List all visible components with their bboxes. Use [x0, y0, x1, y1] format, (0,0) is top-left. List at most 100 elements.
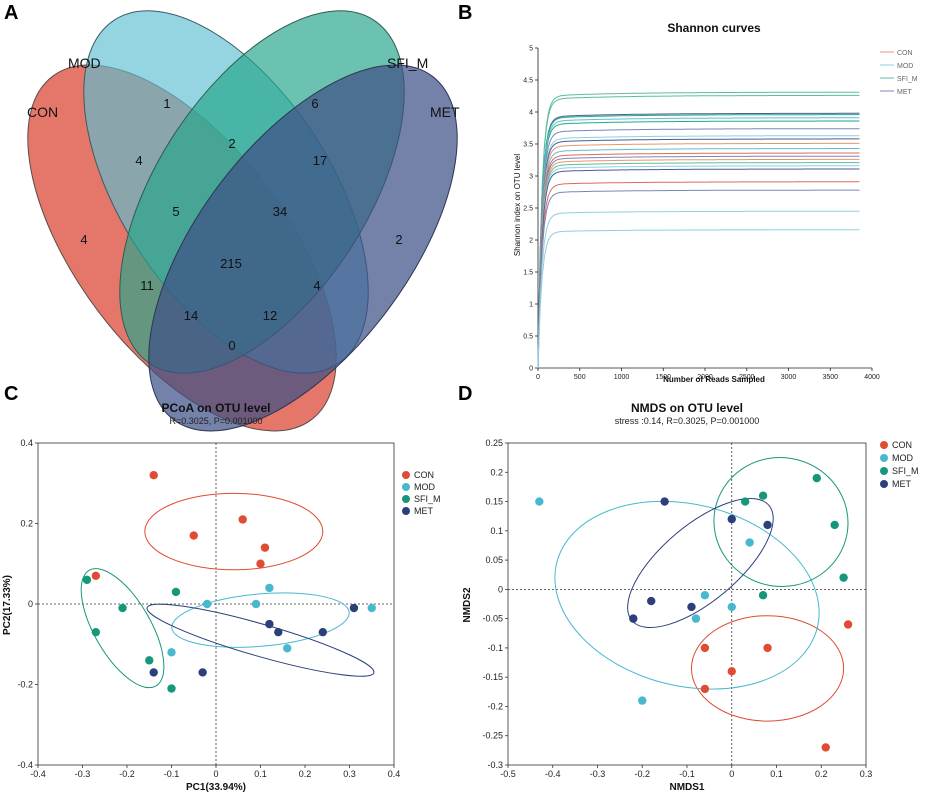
venn-count-con-sfi: 11	[140, 278, 154, 293]
nmds-x-tick-label: -0.2	[634, 769, 650, 779]
nmds-point-met	[763, 520, 772, 530]
venn-count-mod-met: 4	[313, 278, 320, 293]
pcoa-point-mod	[251, 599, 261, 609]
pcoa-points	[82, 471, 376, 693]
shannon-curve-sfi-m	[537, 94, 860, 369]
nmds-x-axis-title: NMDS1	[669, 782, 704, 793]
venn-name-met: MET	[430, 104, 460, 120]
pcoa-ellipse-sfi-m	[80, 568, 165, 689]
venn-name-mod: MOD	[68, 55, 101, 71]
pcoa-legend-dot-sfi-m	[402, 495, 410, 503]
shannon-curve-met	[537, 189, 860, 369]
venn-count-mod-only: 1	[163, 96, 170, 111]
pcoa-x-tick-label: 0.1	[254, 769, 267, 779]
shannon-title: Shannon curves	[667, 21, 761, 35]
pcoa-point-sfi-m	[91, 627, 101, 637]
nmds-y-tick-label: -0.2	[487, 701, 503, 711]
nmds-point-sfi-m	[740, 497, 750, 506]
venn-count-con-met: 0	[228, 338, 235, 353]
shannon-curve-met	[537, 138, 860, 369]
shannon-curve-mod	[537, 148, 860, 369]
pcoa-y-axis-title: PC2(17.33%)	[2, 575, 13, 635]
shannon-y-tick-label: 4.5	[523, 78, 533, 85]
shannon-x-axis-title: Number of Reads Sampled	[663, 375, 765, 384]
pcoa-point-sfi-m	[118, 603, 127, 613]
venn-set-met	[148, 64, 458, 432]
nmds-y-tick-label: -0.05	[482, 614, 503, 624]
nmds-title: NMDS on OTU level	[631, 401, 743, 415]
nmds-y-tick-label: -0.3	[487, 760, 503, 770]
pcoa-x-tick-label: -0.1	[164, 769, 180, 779]
nmds-axes: -0.5 -0.4 -0.3 -0.2 -0.1 0 0.1 0.2 0.3 -0.3 -0.25 -…	[482, 438, 872, 779]
shannon-x-tick-label: 4000	[864, 374, 880, 381]
nmds-point-con	[700, 684, 710, 694]
shannon-curve-mod	[537, 135, 860, 369]
panel-b-shannon: Shannon curves 0 0.5 1 1.5 2 2.5 3 3.5 4 4.5 5 0 500…	[513, 21, 918, 384]
shannon-legend-con: CON	[897, 50, 913, 57]
pcoa-point-met	[198, 668, 207, 677]
nmds-point-con	[843, 620, 853, 629]
panel-d-nmds: NMDS on OTU level stress :0.14, R=0.3025…	[462, 401, 919, 793]
pcoa-legend-met: MET	[414, 506, 434, 516]
pcoa-point-sfi-m	[167, 684, 176, 693]
pcoa-point-con	[256, 559, 265, 568]
nmds-y-tick-label: -0.1	[487, 643, 503, 653]
shannon-x-tick-label: 1500	[655, 374, 671, 381]
shannon-y-tick-label: 2.5	[523, 206, 533, 213]
venn-count-sfi-met: 17	[313, 153, 327, 168]
shannon-y-tick-label: 2	[529, 238, 533, 245]
pcoa-ellipse-con	[144, 492, 324, 571]
venn-count-con-only: 4	[80, 232, 87, 247]
pcoa-x-tick-label: 0	[213, 769, 218, 779]
nmds-point-sfi-m	[830, 520, 839, 530]
nmds-point-met	[629, 614, 638, 623]
pcoa-y-tick-label: 0	[28, 599, 33, 609]
pcoa-legend-dot-mod	[402, 483, 410, 491]
shannon-x-tick-label: 2500	[739, 374, 755, 381]
pcoa-point-mod	[167, 648, 176, 657]
pcoa-point-sfi-m	[82, 575, 92, 585]
shannon-curve-mod	[537, 229, 860, 369]
pcoa-point-mod	[367, 603, 376, 613]
pcoa-y-tick-label: -0.4	[17, 760, 33, 770]
pcoa-x-tick-label: -0.2	[119, 769, 135, 779]
nmds-x-tick-label: -0.4	[545, 769, 561, 779]
shannon-y-tick-label: 1	[529, 302, 533, 309]
pcoa-point-met	[265, 619, 274, 629]
nmds-point-mod	[691, 614, 701, 623]
pcoa-title: PCoA on OTU level	[162, 401, 271, 415]
pcoa-point-mod	[202, 599, 212, 609]
shannon-x-tick-label: 3500	[822, 374, 838, 381]
nmds-y-tick-label: 0.05	[485, 555, 503, 565]
nmds-x-tick-label: 0	[729, 769, 734, 779]
nmds-x-tick-label: -0.3	[590, 769, 606, 779]
shannon-curve-met	[537, 112, 860, 369]
nmds-x-tick-label: -0.1	[679, 769, 695, 779]
nmds-point-met	[727, 514, 736, 524]
shannon-x-tick-label: 3000	[781, 374, 797, 381]
pcoa-legend-con: CON	[414, 470, 434, 480]
nmds-point-con	[821, 743, 830, 752]
shannon-legend-met: MET	[897, 89, 913, 96]
shannon-curve-sfi-m	[537, 120, 860, 369]
nmds-ellipses	[554, 457, 849, 722]
nmds-y-axis-title: NMDS2	[462, 587, 473, 622]
venn-count-con-mod: 4	[135, 153, 142, 168]
panel-c-pcoa: PCoA on OTU level R=0.3025, P=0.001000 -…	[2, 401, 441, 793]
venn-count-con-sfi-met: 14	[184, 308, 198, 323]
nmds-y-tick-label: -0.25	[482, 731, 503, 741]
panel-a-venn: A CON MOD SFI_M MET 4 1 6 2 4 2 17 5 34 …	[4, 2, 460, 432]
venn-count-sfi-only: 6	[311, 96, 318, 111]
nmds-points	[535, 473, 853, 752]
pcoa-x-tick-label: 0.4	[388, 769, 401, 779]
pcoa-point-met	[274, 627, 283, 637]
pcoa-point-mod	[283, 644, 292, 653]
nmds-ellipse-sfi-m	[713, 457, 849, 588]
shannon-curve-sfi-m	[537, 162, 860, 369]
nmds-legend-dot-con	[880, 441, 888, 449]
nmds-point-con	[700, 643, 710, 653]
venn-count-met-only: 2	[395, 232, 402, 247]
pcoa-point-con	[149, 471, 158, 480]
nmds-y-tick-label: 0	[498, 584, 503, 594]
